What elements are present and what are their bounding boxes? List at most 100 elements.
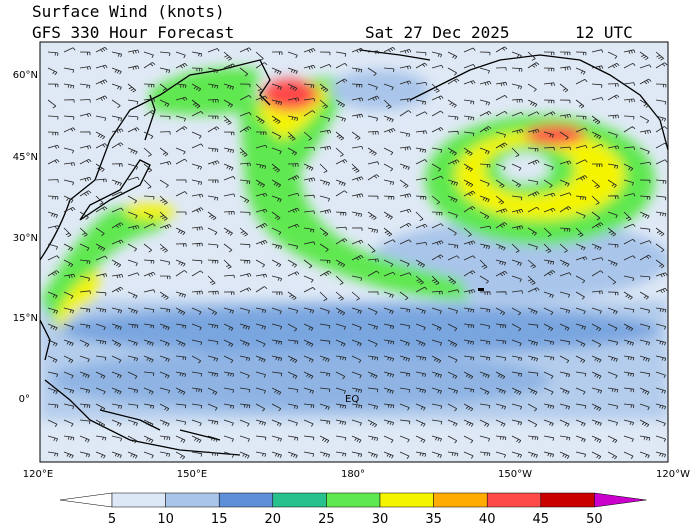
wind-barb xyxy=(479,339,491,345)
wind-barb xyxy=(175,270,188,277)
wind-barb xyxy=(287,271,300,277)
wind-barb xyxy=(399,193,412,198)
wind-barb xyxy=(575,387,586,395)
wind-barb xyxy=(479,387,490,395)
wind-barb xyxy=(127,99,139,105)
wind-barb xyxy=(543,270,556,277)
wind-barb xyxy=(191,99,201,109)
wind-barb xyxy=(367,451,378,459)
wind-barb xyxy=(271,307,282,315)
wind-barb xyxy=(367,258,379,263)
wind-barb xyxy=(415,339,426,347)
wind-barb xyxy=(159,179,169,188)
wind-barb xyxy=(495,222,508,229)
wind-barb xyxy=(623,193,636,197)
wind-barb xyxy=(575,115,587,120)
wind-barb xyxy=(623,403,635,409)
wind-barb xyxy=(287,115,299,122)
wind-barb xyxy=(63,147,75,154)
wind-barb xyxy=(191,242,203,247)
wind-barb xyxy=(559,66,571,71)
wind-barb xyxy=(95,291,107,296)
wind-barb xyxy=(303,371,314,379)
wind-barb xyxy=(655,323,667,330)
wind-barb xyxy=(143,179,152,189)
wind-barb xyxy=(607,163,619,169)
wind-barb xyxy=(447,371,458,380)
date: Sat 27 Dec 2025 xyxy=(365,23,510,42)
wind-barb xyxy=(463,206,476,213)
wind-barb xyxy=(79,51,91,56)
wind-barb xyxy=(495,259,507,266)
wind-barb xyxy=(303,110,316,117)
wind-barb xyxy=(415,451,427,457)
wind-barb xyxy=(319,129,332,134)
wind-barb xyxy=(575,51,587,56)
wind-barb xyxy=(255,286,268,293)
wind-barb xyxy=(303,451,315,457)
wind-barb xyxy=(447,78,460,85)
wind-barb xyxy=(191,290,203,295)
wind-barb xyxy=(511,83,523,90)
wind-barb xyxy=(79,290,91,294)
wind-barb xyxy=(511,419,523,426)
wind-barb xyxy=(639,161,652,166)
wind-barb xyxy=(415,307,426,314)
wind-barb xyxy=(415,159,428,165)
wind-barb xyxy=(383,435,394,443)
wind-barb xyxy=(143,147,152,157)
wind-barb xyxy=(223,387,235,393)
wind-barb xyxy=(623,419,635,426)
wind-barb xyxy=(383,227,393,237)
colorbar-swatch xyxy=(486,492,542,508)
wind-barb xyxy=(527,227,537,236)
wind-barb xyxy=(351,239,364,245)
wind-barb xyxy=(655,371,666,379)
wind-barb xyxy=(527,275,536,285)
wind-barb xyxy=(447,451,459,457)
wind-barb xyxy=(543,291,554,299)
wind-barb xyxy=(239,162,251,167)
lat-label: 15°N xyxy=(13,313,38,324)
wind-barb xyxy=(319,163,328,173)
wind-barb xyxy=(559,51,571,56)
wind-barb xyxy=(543,323,554,332)
wind-barb xyxy=(383,163,394,172)
wind-barb xyxy=(47,435,58,442)
wind-barb xyxy=(223,163,234,171)
wind-barb xyxy=(79,435,90,443)
wind-barb xyxy=(47,243,58,250)
wind-barb xyxy=(431,355,442,364)
wind-barb xyxy=(271,131,282,140)
wind-barb xyxy=(175,387,186,395)
wind-barb xyxy=(399,65,412,70)
wind-barb xyxy=(79,307,91,313)
wind-barb xyxy=(255,179,265,188)
wind-barb xyxy=(463,131,475,137)
wind-barb xyxy=(303,83,315,89)
wind-barb xyxy=(191,83,202,92)
wind-barb xyxy=(63,67,75,73)
wind-barb xyxy=(191,179,203,186)
wind-barb xyxy=(383,371,395,378)
wind-barb xyxy=(447,115,459,121)
wind-barb xyxy=(431,211,443,216)
wind-barb xyxy=(239,323,250,330)
colorbar-label: 45 xyxy=(533,512,550,525)
wind-barb xyxy=(479,275,489,284)
wind-barb xyxy=(639,371,651,377)
wind-barb xyxy=(63,243,74,252)
wind-barb xyxy=(367,115,379,122)
wind-barb xyxy=(447,387,458,394)
wind-barb xyxy=(511,451,522,458)
wind-barb xyxy=(447,51,458,60)
wind-barb xyxy=(591,355,602,363)
wind-barb xyxy=(127,387,139,394)
wind-barb xyxy=(111,207,124,213)
wind-barb xyxy=(511,195,523,201)
wind-barb xyxy=(303,339,314,347)
wind-barb xyxy=(399,435,410,443)
wind-barb xyxy=(207,275,216,285)
wind-barb xyxy=(47,291,58,299)
